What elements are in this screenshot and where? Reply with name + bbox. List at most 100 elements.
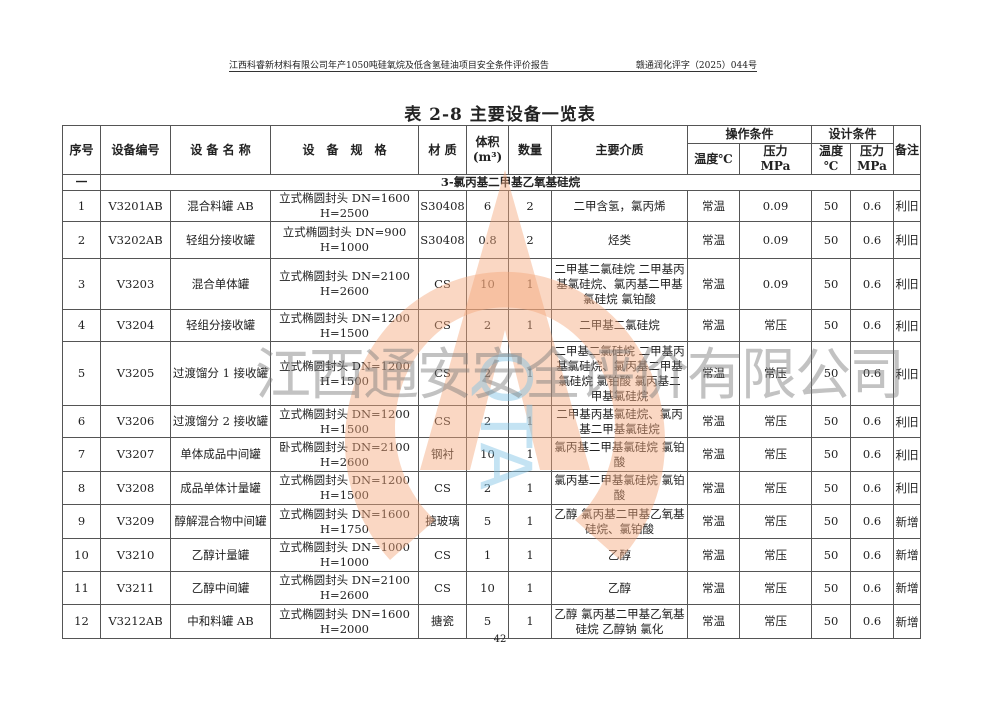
cell-code: V3208 (100, 471, 171, 505)
cell-no: 7 (62, 437, 101, 472)
cell-qty: 1 (508, 437, 552, 472)
col-material: 材 质 (418, 125, 467, 175)
cell-remark: 新增 (893, 538, 922, 572)
cell-no: 4 (62, 309, 101, 342)
cell-volume: 10 (466, 571, 509, 605)
cell-remark: 利旧 (893, 190, 922, 222)
col-medium: 主要介质 (551, 125, 688, 175)
cell-op-temp: 常温 (687, 190, 740, 222)
report-title: 江西科睿新材料有限公司年产1050吨硅氧烷及低含氢硅油项目安全条件评价报告 (229, 61, 549, 71)
cell-op-press: 常压 (738, 504, 813, 539)
cell-spec: 立式椭圆封头 DN=1600 H=2000 (270, 604, 419, 639)
cell-no: 8 (62, 471, 101, 505)
cell-volume: 1 (466, 538, 509, 572)
cell-code: V3203 (100, 258, 171, 310)
cell-d-temp: 50 (811, 309, 852, 342)
cell-remark: 利旧 (893, 258, 922, 310)
cell-spec: 立式椭圆封头 DN=1200 H=1500 (270, 471, 419, 505)
cell-code: V3204 (100, 309, 171, 342)
section-name: 3-氯丙基二甲基乙氧基硅烷 (99, 174, 922, 191)
table-row: 8 V3208 成品单体计量罐 立式椭圆封头 DN=1200 H=1500 CS 2 1 氯丙… (62, 471, 922, 505)
col-volume-label: 体积 (475, 135, 500, 149)
cell-d-press: 0.6 (850, 604, 895, 639)
cell-code: V3207 (100, 437, 171, 472)
table-title: 表 2-8 主要设备一览表 (404, 105, 596, 125)
col-op-temp: 温度℃ (687, 143, 740, 175)
cell-name: 混合单体罐 (170, 258, 271, 310)
cell-remark: 利旧 (893, 405, 922, 438)
cell-name: 过渡馏分 2 接收罐 (170, 405, 271, 438)
cell-op-temp: 常温 (687, 604, 740, 639)
cell-remark: 利旧 (893, 221, 922, 259)
cell-medium: 乙醇 (551, 571, 688, 605)
cell-qty: 1 (508, 341, 552, 406)
cell-spec: 立式椭圆封头 DN=900 H=1000 (270, 221, 419, 259)
cell-qty: 1 (508, 258, 552, 310)
col-no: 序号 (62, 125, 101, 175)
col-remark: 备注 (893, 125, 922, 175)
cell-name: 轻组分接收罐 (170, 221, 271, 259)
cell-medium: 氯丙基二甲基氯硅烷 氯铂酸 (551, 437, 688, 472)
cell-spec: 立式椭圆封头 DN=1200 H=1500 (270, 341, 419, 406)
cell-d-press: 0.6 (850, 221, 895, 259)
table-row: 7 V3207 单体成品中间罐 卧式椭圆封头 DN=2100 H=2600 钢衬 10 1 氯… (62, 437, 922, 472)
cell-volume: 10 (466, 258, 509, 310)
cell-op-temp: 常温 (687, 437, 740, 472)
cell-material: CS (418, 258, 467, 310)
cell-d-press: 0.6 (850, 437, 895, 472)
cell-spec: 立式椭圆封头 DN=1000 H=1000 (270, 538, 419, 572)
cell-op-temp: 常温 (687, 258, 740, 310)
cell-material: S30408 (418, 190, 467, 222)
page-number: 42 (493, 634, 507, 645)
cell-volume: 0.8 (466, 221, 509, 259)
cell-qty: 1 (508, 538, 552, 572)
cell-volume: 2 (466, 341, 509, 406)
section-row: 一 3-氯丙基二甲基乙氧基硅烷 (62, 174, 922, 191)
cell-d-temp: 50 (811, 221, 852, 259)
page-header: 江西科睿新材料有限公司年产1050吨硅氧烷及低含氢硅油项目安全条件评价报告 赣通… (229, 58, 757, 72)
col-spec: 设 备 规 格 (270, 125, 419, 175)
cell-op-temp: 常温 (687, 341, 740, 406)
cell-name: 单体成品中间罐 (170, 437, 271, 472)
col-op-press-unit: MPa (760, 159, 791, 173)
cell-code: V3210 (100, 538, 171, 572)
cell-d-press: 0.6 (850, 471, 895, 505)
cell-d-press: 0.6 (850, 405, 895, 438)
cell-d-press: 0.6 (850, 309, 895, 342)
cell-qty: 1 (508, 571, 552, 605)
table-row: 9 V3209 醇解混合物中间罐 立式椭圆封头 DN=1600 H=1750 搪玻璃 5 1… (62, 504, 922, 539)
cell-d-temp: 50 (811, 341, 852, 406)
cell-remark: 利旧 (893, 309, 922, 342)
cell-spec: 立式椭圆封头 DN=1600 H=1750 (270, 504, 419, 539)
cell-d-press: 0.6 (850, 341, 895, 406)
cell-d-press: 0.6 (850, 504, 895, 539)
col-op-press: 压力 MPa (738, 143, 813, 175)
cell-medium: 乙醇 氯丙基二甲基乙氧基硅烷、氯铂酸 (551, 504, 688, 539)
cell-no: 5 (62, 341, 101, 406)
cell-volume: 2 (466, 471, 509, 505)
cell-qty: 1 (508, 405, 552, 438)
cell-d-temp: 50 (811, 437, 852, 472)
cell-d-temp: 50 (811, 538, 852, 572)
cell-name: 成品单体计量罐 (170, 471, 271, 505)
cell-no: 3 (62, 258, 101, 310)
table-row: 6 V3206 过渡馏分 2 接收罐 立式椭圆封头 DN=1200 H=1500 CS 2… (62, 405, 922, 438)
col-design-group: 设计条件 (811, 125, 895, 144)
cell-no: 12 (62, 604, 101, 639)
col-design-temp-unit: ℃ (823, 159, 839, 173)
cell-name: 过渡馏分 1 接收罐 (170, 341, 271, 406)
cell-name: 混合料罐 AB (170, 190, 271, 222)
cell-op-press: 常压 (738, 309, 813, 342)
cell-d-press: 0.6 (850, 190, 895, 222)
cell-d-temp: 50 (811, 471, 852, 505)
table-row: 4 V3204 轻组分接收罐 立式椭圆封头 DN=1200 H=1500 CS 2 1 二甲基… (62, 309, 922, 342)
col-op-group: 操作条件 (686, 125, 813, 144)
cell-remark: 利旧 (893, 437, 922, 472)
col-name: 设 备 名 称 (170, 125, 271, 175)
equipment-table: 序号 设备编号 设 备 名 称 设 备 规 格 材 质 体积 (m³) 数量 主要… (62, 125, 922, 639)
cell-d-temp: 50 (811, 571, 852, 605)
cell-op-temp: 常温 (687, 405, 740, 438)
cell-op-press: 常压 (738, 405, 813, 438)
cell-qty: 2 (508, 190, 552, 222)
cell-material: CS (418, 471, 467, 505)
